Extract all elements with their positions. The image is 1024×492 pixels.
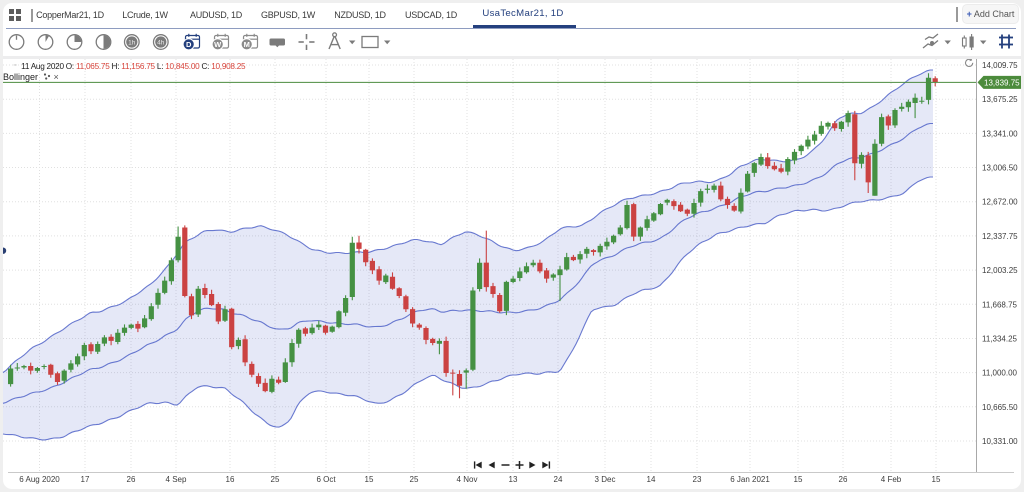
svg-text:26: 26	[127, 475, 136, 484]
svg-text:10,331.00: 10,331.00	[982, 437, 1018, 446]
svg-text:12,672.00: 12,672.00	[982, 198, 1018, 207]
svg-text:1h: 1h	[128, 40, 136, 47]
svg-text:6 Jan 2021: 6 Jan 2021	[730, 475, 770, 484]
svg-text:15: 15	[794, 475, 803, 484]
svg-text:11,668.75: 11,668.75	[982, 300, 1018, 309]
svg-text:17: 17	[81, 475, 90, 484]
svg-text:12,003.25: 12,003.25	[982, 266, 1018, 275]
svg-text:4 Sep: 4 Sep	[166, 475, 187, 484]
svg-text:24: 24	[554, 475, 563, 484]
svg-text:25: 25	[410, 475, 419, 484]
svg-text:26: 26	[839, 475, 848, 484]
svg-text:M: M	[244, 40, 250, 49]
svg-text:13,675.25: 13,675.25	[982, 95, 1018, 104]
svg-text:W: W	[214, 40, 222, 49]
svg-text:6 Aug 2020: 6 Aug 2020	[19, 475, 60, 484]
svg-text:16: 16	[226, 475, 235, 484]
svg-text:11,000.00: 11,000.00	[982, 369, 1018, 378]
svg-text:4h: 4h	[157, 40, 165, 47]
svg-text:13,839.75: 13,839.75	[984, 79, 1020, 88]
svg-text:15: 15	[365, 475, 374, 484]
svg-text:3 Dec: 3 Dec	[595, 475, 616, 484]
svg-text:11,334.25: 11,334.25	[982, 335, 1018, 344]
svg-text:14,009.75: 14,009.75	[982, 61, 1018, 70]
svg-text:6 Oct: 6 Oct	[316, 475, 336, 484]
svg-text:23: 23	[693, 475, 702, 484]
svg-text:13,006.50: 13,006.50	[982, 164, 1018, 173]
svg-text:15: 15	[932, 475, 941, 484]
svg-text:10,665.50: 10,665.50	[982, 403, 1018, 412]
svg-text:4 Nov: 4 Nov	[457, 475, 478, 484]
svg-text:D: D	[186, 40, 192, 49]
svg-text:14: 14	[647, 475, 656, 484]
svg-text:4 Feb: 4 Feb	[881, 475, 902, 484]
svg-text:13,341.00: 13,341.00	[982, 129, 1018, 138]
svg-text:12,337.75: 12,337.75	[982, 232, 1018, 241]
svg-text:13: 13	[509, 475, 518, 484]
svg-text:25: 25	[271, 475, 280, 484]
